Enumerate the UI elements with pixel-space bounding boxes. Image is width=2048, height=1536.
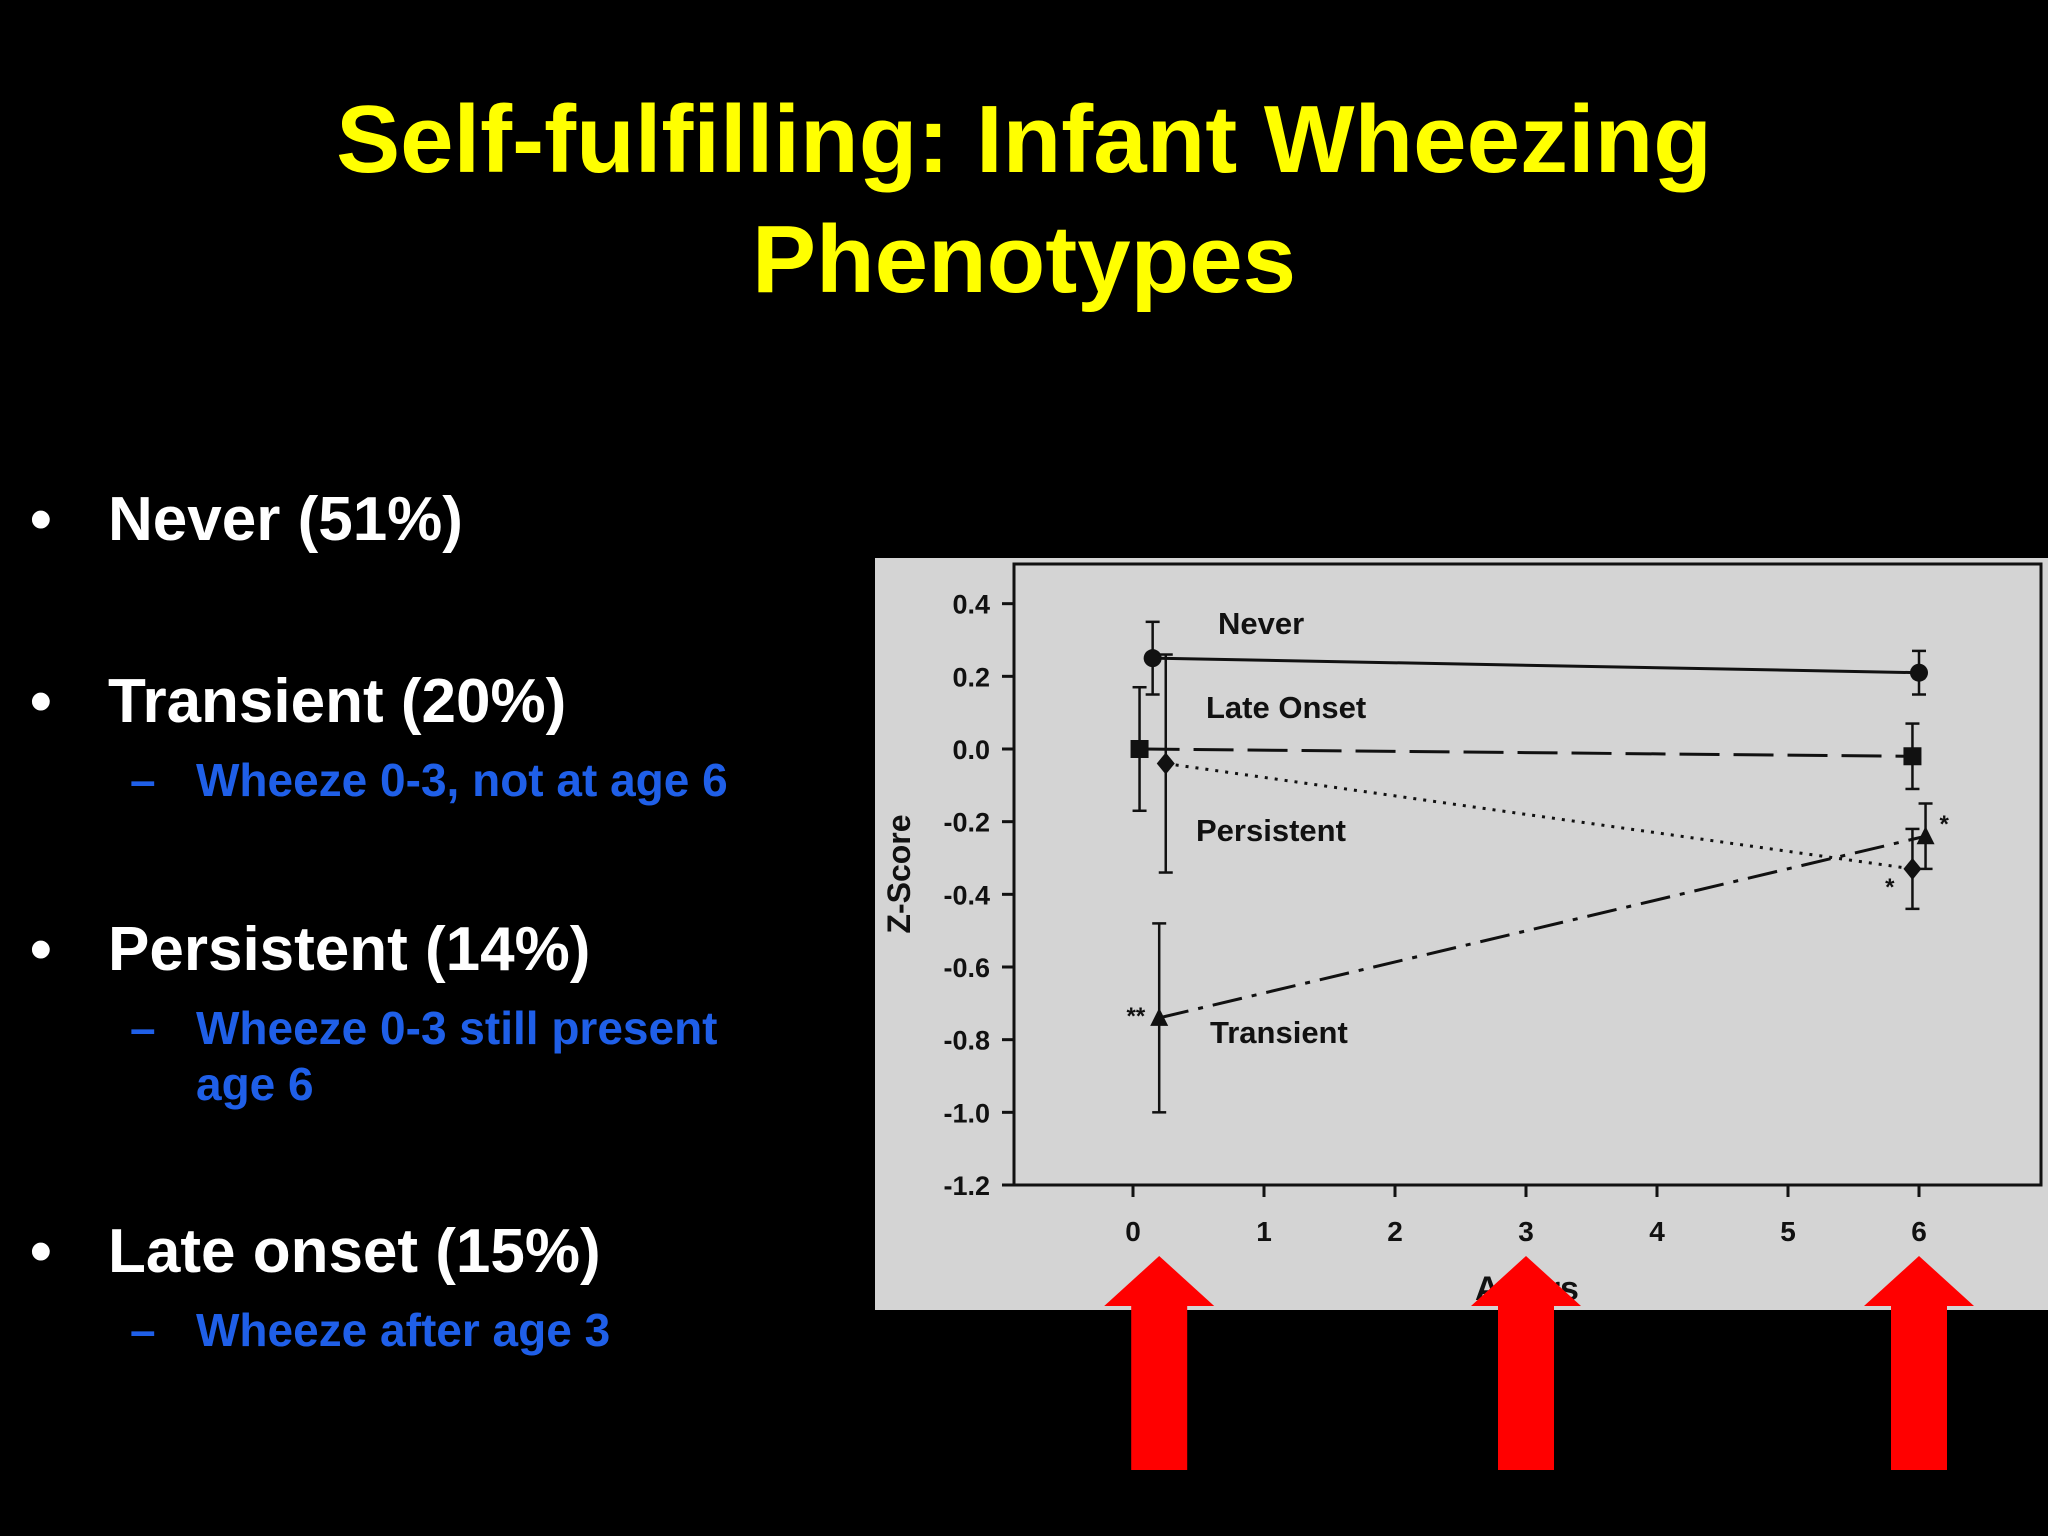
slide-title: Self-fulfilling: Infant Wheezing Phenoty… <box>0 80 2048 320</box>
bullet-late-onset: • Late onset (15%) <box>30 1216 601 1287</box>
y-tick-label: -0.4 <box>943 880 990 910</box>
sub-bullet-glyph: – <box>130 1304 156 1356</box>
red-arrow-up-icon <box>1471 1256 1581 1470</box>
y-tick-label: 0.4 <box>952 590 990 620</box>
bullet-glyph: • <box>30 485 52 554</box>
y-axis-label: Z-Score <box>881 814 917 933</box>
bullet-label: Late onset (15%) <box>108 1217 601 1286</box>
sub-bullet-text: Wheeze 0-3, not at age 6 <box>196 754 728 806</box>
sub-bullet-transient: – Wheeze 0-3, not at age 6 <box>130 752 728 808</box>
series-line-transient <box>1158 834 1926 1020</box>
arrows <box>1104 1256 1974 1470</box>
bullet-glyph: • <box>30 915 52 984</box>
sub-bullet-persistent: – Wheeze 0-3 still present age 6 <box>130 1000 718 1112</box>
significance-marker: * <box>1885 874 1895 901</box>
x-axis: 0 1 2 3 4 5 6 <box>1125 1185 1927 1247</box>
data-point-persistent <box>1903 857 1922 880</box>
x-tick-label: 1 <box>1256 1216 1272 1247</box>
bullet-glyph: • <box>30 1217 52 1286</box>
y-tick-label: 0.2 <box>952 662 990 692</box>
y-axis: 0.4 0.2 0.0 -0.2 -0.4 -0.6 -0.8 -1.0 -1.2 <box>943 590 1014 1201</box>
slide-title-line-2: Phenotypes <box>751 206 1297 313</box>
data-point-transient <box>1916 826 1935 845</box>
x-tick-label: 5 <box>1780 1216 1796 1247</box>
y-tick-label: -0.6 <box>943 953 990 983</box>
bullet-list: • Never (51%) • Transient (20%) – Wheeze 0-… <box>0 0 860 1536</box>
series-label-transient: Transient <box>1210 1015 1348 1050</box>
data-point-never <box>1143 649 1162 668</box>
bullet-never: • Never (51%) <box>30 484 463 555</box>
sub-bullet-glyph: – <box>130 1002 156 1054</box>
bullet-persistent: • Persistent (14%) <box>30 914 590 985</box>
slide-title-line-1: Self-fulfilling: Infant Wheezing <box>336 86 1712 193</box>
x-tick-label: 6 <box>1911 1216 1927 1247</box>
y-tick-label: 0.0 <box>952 735 990 765</box>
data-point-late-onset <box>1903 747 1922 766</box>
series-line-late-onset <box>1139 747 1913 758</box>
x-tick-label: 4 <box>1649 1216 1665 1247</box>
data-point-persistent <box>1156 752 1175 775</box>
data-point-never <box>1910 663 1928 682</box>
x-tick-label: 3 <box>1518 1216 1534 1247</box>
series-persistent: * Persistent <box>1156 653 1922 911</box>
bullet-label: Persistent (14%) <box>108 915 591 984</box>
significance-marker: * <box>1940 811 1950 838</box>
sub-bullet-late-onset: – Wheeze after age 3 <box>130 1302 610 1358</box>
series-late-onset: Late Onset <box>1130 685 1922 813</box>
data-point-transient <box>1150 1007 1169 1026</box>
red-arrow-up-icon <box>1104 1256 1215 1470</box>
series-transient: ***Transient <box>1127 802 1950 1114</box>
y-tick-label: -1.0 <box>943 1098 990 1128</box>
bullet-transient: • Transient (20%) <box>30 666 566 737</box>
series-line-never <box>1152 656 1920 675</box>
sub-bullet-glyph: – <box>130 754 156 806</box>
x-tick-label: 2 <box>1387 1216 1403 1247</box>
series-label-late-onset: Late Onset <box>1206 690 1366 725</box>
y-tick-label: -0.8 <box>943 1026 990 1056</box>
x-tick-label: 0 <box>1125 1216 1141 1247</box>
sub-bullet-text: Wheeze after age 3 <box>196 1304 611 1356</box>
red-arrow-up-icon <box>1864 1256 1974 1470</box>
series-label-persistent: Persistent <box>1196 813 1346 848</box>
y-tick-label: -0.2 <box>943 808 990 838</box>
bullet-label: Transient (20%) <box>108 667 567 736</box>
sub-bullet-text: Wheeze 0-3 still present <box>196 1002 718 1054</box>
bullet-label: Never (51%) <box>108 485 463 554</box>
series-label-never: Never <box>1218 606 1304 641</box>
y-tick-label: -1.2 <box>943 1171 990 1201</box>
significance-marker: ** <box>1127 1003 1146 1030</box>
bullet-glyph: • <box>30 667 52 736</box>
series-never: Never <box>1143 606 1928 696</box>
data-point-late-onset <box>1130 740 1149 758</box>
sub-bullet-text-continued: age 6 <box>196 1058 314 1110</box>
